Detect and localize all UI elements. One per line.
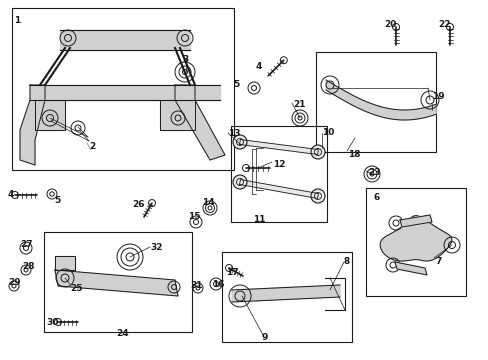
Text: 29: 29 [8,278,20,287]
Text: 2: 2 [89,142,95,151]
Circle shape [310,145,325,159]
Text: 28: 28 [22,262,35,271]
Text: 3: 3 [182,55,188,64]
Circle shape [232,175,246,189]
Text: 22: 22 [437,20,449,29]
Bar [315,52,435,152]
Text: 30: 30 [46,318,58,327]
Text: 11: 11 [252,215,265,224]
Text: 18: 18 [347,150,360,159]
Bar [365,188,465,296]
Polygon shape [55,270,178,296]
Text: 21: 21 [292,100,305,109]
Polygon shape [55,256,75,270]
Polygon shape [394,262,426,275]
Text: 16: 16 [212,280,224,289]
Text: 12: 12 [272,160,285,169]
Bar [222,252,351,342]
Text: 19: 19 [431,92,444,101]
Polygon shape [175,85,224,160]
Circle shape [232,135,246,149]
Polygon shape [20,85,45,165]
Text: 8: 8 [343,257,349,266]
Text: 27: 27 [20,240,33,249]
Bar [12,8,234,170]
Text: 7: 7 [434,257,441,266]
Text: 5: 5 [54,196,60,205]
Polygon shape [399,215,431,227]
Bar [44,232,192,332]
Text: 14: 14 [202,198,214,207]
Text: 17: 17 [225,268,238,277]
Text: 25: 25 [70,284,82,293]
Text: 15: 15 [187,212,200,221]
Polygon shape [30,85,220,100]
Text: 4: 4 [8,190,14,199]
Polygon shape [325,80,435,120]
Text: 9: 9 [262,333,268,342]
Polygon shape [379,216,451,261]
Polygon shape [160,100,195,130]
Polygon shape [239,180,318,198]
Polygon shape [239,140,318,154]
Text: 32: 32 [150,243,162,252]
Text: 24: 24 [116,329,128,338]
Text: 6: 6 [373,193,380,202]
Text: 20: 20 [383,20,396,29]
Polygon shape [60,30,190,50]
Text: 5: 5 [232,80,239,89]
Text: 31: 31 [190,281,202,290]
Text: 13: 13 [227,129,240,138]
Bar [230,126,326,222]
Text: 23: 23 [367,168,380,177]
Text: 26: 26 [132,200,144,209]
Polygon shape [35,100,65,130]
Text: 4: 4 [256,62,262,71]
Polygon shape [231,285,339,302]
Text: 1: 1 [14,16,20,25]
Circle shape [310,189,325,203]
Text: 10: 10 [321,128,334,137]
